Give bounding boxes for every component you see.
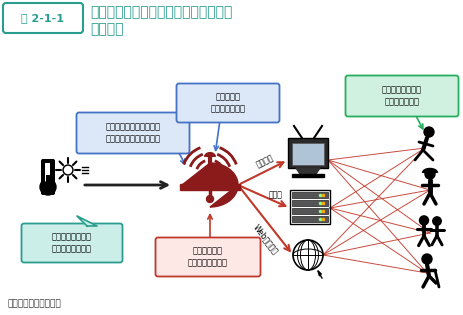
- Text: 各主体との連携に
よる適切な対応: 各主体との連携に よる適切な対応: [381, 86, 421, 106]
- Text: 熱中症予防に関する新たな情報発信の: 熱中症予防に関する新たな情報発信の: [90, 5, 232, 19]
- Text: イメージ: イメージ: [90, 22, 123, 36]
- Text: Web・メール: Web・メール: [250, 223, 279, 256]
- FancyBboxPatch shape: [45, 163, 50, 191]
- FancyBboxPatch shape: [155, 238, 260, 277]
- FancyBboxPatch shape: [46, 175, 50, 195]
- FancyBboxPatch shape: [288, 138, 327, 168]
- Polygon shape: [180, 184, 239, 190]
- Circle shape: [64, 167, 71, 174]
- Circle shape: [292, 240, 322, 270]
- Text: 図 2-1-1: 図 2-1-1: [21, 13, 64, 23]
- Text: 資料：環境省、気象庁: 資料：環境省、気象庁: [8, 299, 62, 308]
- FancyBboxPatch shape: [291, 208, 327, 214]
- Polygon shape: [317, 271, 320, 276]
- FancyBboxPatch shape: [76, 112, 189, 153]
- Text: 防災気象情報のノウハウ
を活かした効果的な発信: 防災気象情報のノウハウ を活かした効果的な発信: [105, 123, 160, 143]
- FancyBboxPatch shape: [345, 76, 457, 117]
- Circle shape: [43, 181, 53, 192]
- FancyBboxPatch shape: [291, 216, 327, 222]
- Text: 自治体: 自治体: [269, 190, 282, 199]
- Polygon shape: [77, 216, 97, 226]
- Text: 暑さ指数を用いた
実効的な発表基準: 暑さ指数を用いた 実効的な発表基準: [52, 232, 92, 253]
- Text: 確立された
伝達経路の活用: 確立された 伝達経路の活用: [210, 93, 245, 113]
- Circle shape: [432, 217, 440, 225]
- Circle shape: [63, 165, 73, 175]
- Circle shape: [424, 169, 434, 179]
- FancyBboxPatch shape: [3, 3, 83, 33]
- FancyBboxPatch shape: [291, 192, 327, 198]
- FancyBboxPatch shape: [291, 143, 323, 165]
- Polygon shape: [295, 168, 319, 174]
- Text: 報道機関: 報道機関: [254, 153, 275, 169]
- FancyBboxPatch shape: [21, 224, 122, 262]
- Circle shape: [419, 216, 427, 225]
- FancyBboxPatch shape: [41, 159, 55, 195]
- Polygon shape: [181, 163, 238, 207]
- FancyBboxPatch shape: [291, 200, 327, 206]
- Polygon shape: [291, 174, 323, 177]
- FancyBboxPatch shape: [176, 83, 279, 123]
- Circle shape: [206, 196, 213, 203]
- Circle shape: [423, 127, 433, 137]
- Circle shape: [40, 179, 56, 195]
- Text: 発信力の強い
統一的指標の創設: 発信力の強い 統一的指標の創設: [188, 247, 227, 267]
- Circle shape: [421, 254, 431, 264]
